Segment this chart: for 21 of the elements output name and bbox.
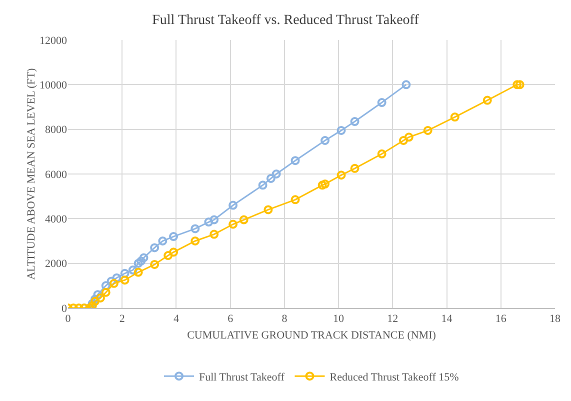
legend-label: Full Thrust Takeoff xyxy=(199,371,285,384)
x-tick-label: 16 xyxy=(495,313,507,326)
x-tick-label: 18 xyxy=(550,313,561,326)
legend-label: Reduced Thrust Takeoff 15% xyxy=(330,371,459,384)
x-tick-label: 2 xyxy=(119,313,125,326)
x-tick-label: 14 xyxy=(441,313,453,326)
x-tick-label: 10 xyxy=(333,313,345,326)
y-axis-title: ALTITUDE ABOVE MEAN SEA LEVEL (FT) xyxy=(26,68,38,280)
x-tick-label: 8 xyxy=(282,313,288,326)
y-tick-label: 2000 xyxy=(45,258,68,270)
x-tick-label: 4 xyxy=(173,313,180,326)
x-axis-title: CUMULATIVE GROUND TRACK DISTANCE (NMI) xyxy=(187,329,436,342)
y-tick-label: 12000 xyxy=(40,34,68,47)
y-tick-label: 8000 xyxy=(45,124,68,136)
y-tick-label: 10000 xyxy=(40,80,68,92)
y-tick-label: 6000 xyxy=(45,168,68,181)
y-tick-label: 4000 xyxy=(45,214,68,226)
chart-title: Full Thrust Takeoff vs. Reduced Thrust Takeoff xyxy=(152,12,420,28)
x-tick-label: 12 xyxy=(387,313,398,326)
x-tick-label: 6 xyxy=(228,313,234,326)
y-tick-label: 0 xyxy=(62,302,68,315)
